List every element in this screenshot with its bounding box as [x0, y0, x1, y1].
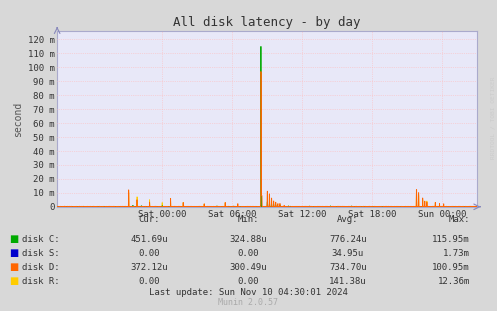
- Text: 451.69u: 451.69u: [130, 235, 168, 244]
- Text: disk R:: disk R:: [22, 277, 60, 286]
- Text: Avg:: Avg:: [337, 215, 359, 224]
- Text: Max:: Max:: [448, 215, 470, 224]
- Text: 115.95m: 115.95m: [432, 235, 470, 244]
- Text: 0.00: 0.00: [238, 249, 259, 258]
- Text: 0.00: 0.00: [238, 277, 259, 286]
- Text: 776.24u: 776.24u: [329, 235, 367, 244]
- Text: ■: ■: [9, 262, 18, 272]
- Text: 0.00: 0.00: [138, 277, 160, 286]
- Text: Min:: Min:: [238, 215, 259, 224]
- Text: 734.70u: 734.70u: [329, 263, 367, 272]
- Text: 1.73m: 1.73m: [443, 249, 470, 258]
- Text: ■: ■: [9, 234, 18, 244]
- Text: 0.00: 0.00: [138, 249, 160, 258]
- Text: disk C:: disk C:: [22, 235, 60, 244]
- Text: 100.95m: 100.95m: [432, 263, 470, 272]
- Text: 12.36m: 12.36m: [437, 277, 470, 286]
- Text: ■: ■: [9, 248, 18, 258]
- Text: Cur:: Cur:: [138, 215, 160, 224]
- Title: All disk latency - by day: All disk latency - by day: [173, 16, 361, 29]
- Text: ■: ■: [9, 276, 18, 286]
- Text: Munin 2.0.57: Munin 2.0.57: [219, 298, 278, 307]
- Text: disk S:: disk S:: [22, 249, 60, 258]
- Text: 300.49u: 300.49u: [230, 263, 267, 272]
- Y-axis label: second: second: [13, 101, 23, 137]
- Text: 372.12u: 372.12u: [130, 263, 168, 272]
- Text: 34.95u: 34.95u: [332, 249, 364, 258]
- Text: disk D:: disk D:: [22, 263, 60, 272]
- Text: Last update: Sun Nov 10 04:30:01 2024: Last update: Sun Nov 10 04:30:01 2024: [149, 288, 348, 297]
- Text: 324.88u: 324.88u: [230, 235, 267, 244]
- Text: RRDTOOL / TOBI OETIKER: RRDTOOL / TOBI OETIKER: [491, 77, 496, 160]
- Text: 141.38u: 141.38u: [329, 277, 367, 286]
